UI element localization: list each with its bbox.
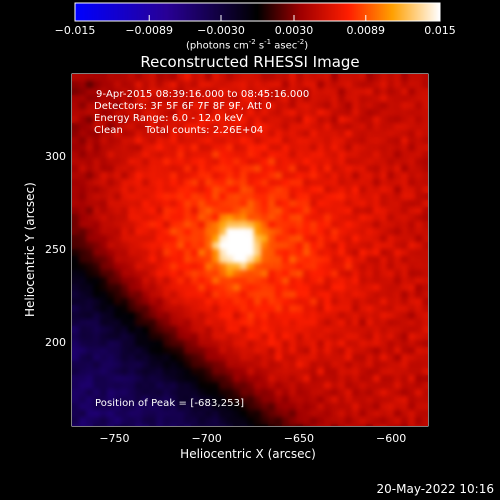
colorbar-tick-label: 0.015 [424,24,456,37]
colorbar-ticks [74,15,441,21]
footer-timestamp: 20-May-2022 10:16 [376,482,494,496]
chart-title: Reconstructed RHESSI Image [140,53,360,71]
y-tick-label: 250 [45,243,66,256]
x-tick-label: −700 [191,432,222,445]
detectors: Detectors: 3F 5F 6F 7F 8F 9F, Att 0 [94,101,272,112]
heatmap-image [72,74,428,426]
x-tick-label: −650 [283,432,314,445]
peak-position: Position of Peak = [-683,253] [95,398,245,409]
x-axis-title: Heliocentric X (arcsec) [180,447,316,461]
colorbar-units: (photons cm-2 s-1 asec-2) [186,38,309,52]
colorbar-tick-label: −0.015 [54,24,96,37]
x-tick-label: −750 [99,432,130,445]
x-tick-label: −600 [375,432,407,445]
colorbar-tick-label: −0.0030 [197,24,245,37]
colorbar-tick-label: −0.0089 [125,24,174,37]
method: Clean [94,125,123,136]
total-counts: Total counts: 2.26E+04 [145,125,264,136]
time-range: 9-Apr-2015 08:39:16.000 to 08:45:16.000 [96,89,310,100]
y-tick-label: 300 [45,150,66,164]
y-axis-title: Heliocentric Y (arcsec) [23,182,37,318]
colorbar-frame [74,2,441,22]
energy-range: Energy Range: 6.0 - 12.0 keV [94,113,243,124]
y-tick-label: 200 [45,335,66,349]
colorbar-tick-label: 0.0030 [274,24,314,37]
colorbar [75,3,440,21]
colorbar-tick-label: 0.0089 [346,24,386,37]
